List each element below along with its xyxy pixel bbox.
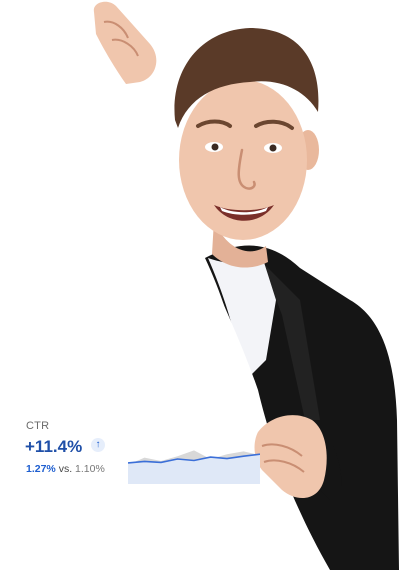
current-value: 1.27% <box>26 463 56 475</box>
previous-value: 1.10% <box>75 463 105 475</box>
current-period-line <box>128 453 260 464</box>
current-period-area <box>128 454 260 484</box>
arrow-up-icon: ↑ <box>91 438 105 452</box>
sparkline-chart <box>128 450 260 484</box>
metric-label: CTR <box>26 420 50 432</box>
metric-change-value: +11.4% <box>25 437 83 456</box>
ctr-metric-card: CTR +11.4% ↑ 1.27% vs. 1.10% <box>22 416 260 484</box>
vs-text: vs. <box>58 463 73 475</box>
metric-comparison: 1.27% vs. 1.10% <box>26 463 105 475</box>
